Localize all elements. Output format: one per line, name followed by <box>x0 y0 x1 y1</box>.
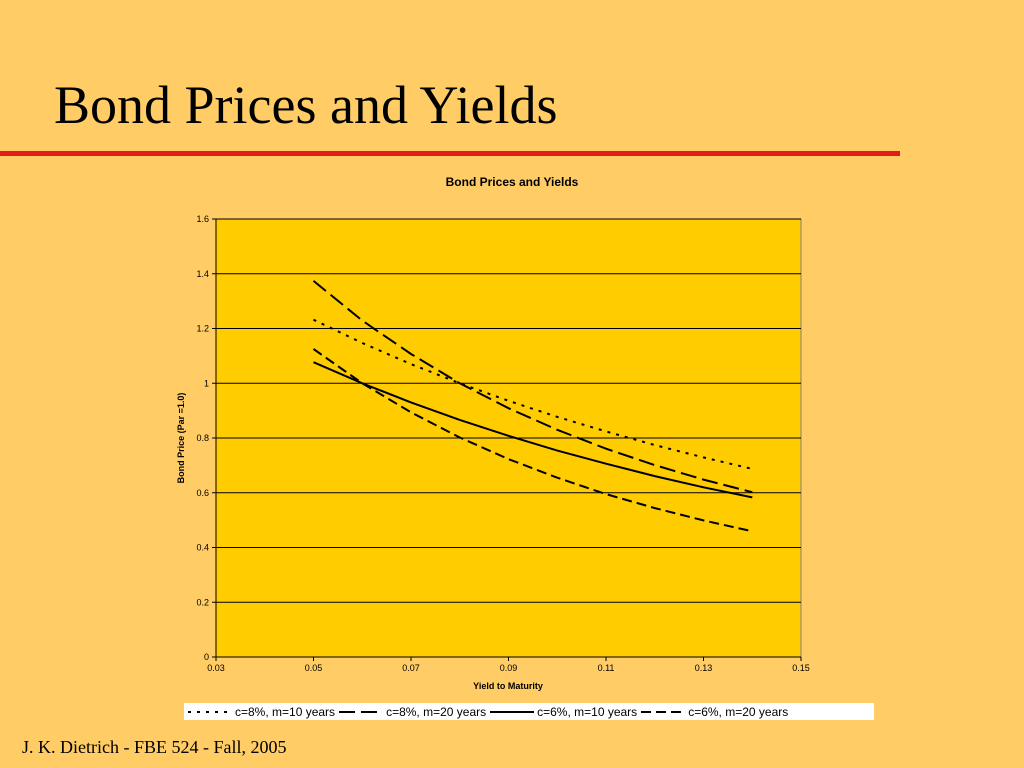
gridlines <box>216 218 801 658</box>
x-tick-label: 0.11 <box>598 663 615 673</box>
series-line-3 <box>313 361 753 499</box>
y-tick-label: 1.4 <box>196 269 209 279</box>
slide-title: Bond Prices and Yields <box>54 75 558 135</box>
legend-swatch <box>490 710 535 713</box>
series-line-1 <box>313 318 753 470</box>
chart-title: Bond Prices and Yields <box>446 175 579 189</box>
legend-swatch <box>339 710 384 713</box>
y-tick-label: 0 <box>204 652 209 662</box>
x-axis-label: Yield to Maturity <box>473 681 543 691</box>
y-tick-label: 0.8 <box>196 433 209 443</box>
legend-item: c=8%, m=20 years <box>339 705 486 719</box>
y-tick-label: 0.6 <box>196 488 209 498</box>
series-line-2 <box>312 280 753 494</box>
legend-swatch <box>641 710 686 713</box>
legend-label: c=6%, m=20 years <box>688 704 789 719</box>
legend-label: c=6%, m=10 years <box>537 704 638 719</box>
legend-item: c=6%, m=10 years <box>490 705 637 719</box>
y-tick-label: 0.4 <box>196 543 209 553</box>
series-lines <box>312 280 753 533</box>
y-tick-label: 1 <box>204 378 209 388</box>
y-axis-label: Bond Price (Par =1.0) <box>176 393 186 484</box>
x-tick-label: 0.15 <box>792 663 810 673</box>
title-rule <box>0 151 900 156</box>
x-tick-label: 0.05 <box>305 663 323 673</box>
legend-label: c=8%, m=10 years <box>235 704 336 719</box>
legend-item: c=6%, m=20 years <box>641 705 788 719</box>
x-tick-label: 0.07 <box>402 663 420 673</box>
x-tick-label: 0.03 <box>207 663 225 673</box>
x-tick-label: 0.13 <box>695 663 713 673</box>
y-tick-label: 1.6 <box>196 214 209 224</box>
y-tick-label: 0.2 <box>196 597 209 607</box>
legend-swatch <box>188 710 232 713</box>
x-tick-label: 0.09 <box>500 663 518 673</box>
legend-label: c=8%, m=20 years <box>386 704 487 719</box>
chart-legend: c=8%, m=10 years c=8%, m=20 years c=6%, m=… <box>184 703 874 720</box>
legend-item: c=8%, m=10 years <box>188 705 335 719</box>
axes: 0 0.2 0.4 0.6 0.8 1 1.2 1.4 1.6 0.03 0.05 0.07 0.09 0… <box>196 214 809 673</box>
slide-footer: J. K. Dietrich - FBE 524 - Fall, 2005 <box>22 737 287 757</box>
y-tick-label: 1.2 <box>196 324 209 334</box>
